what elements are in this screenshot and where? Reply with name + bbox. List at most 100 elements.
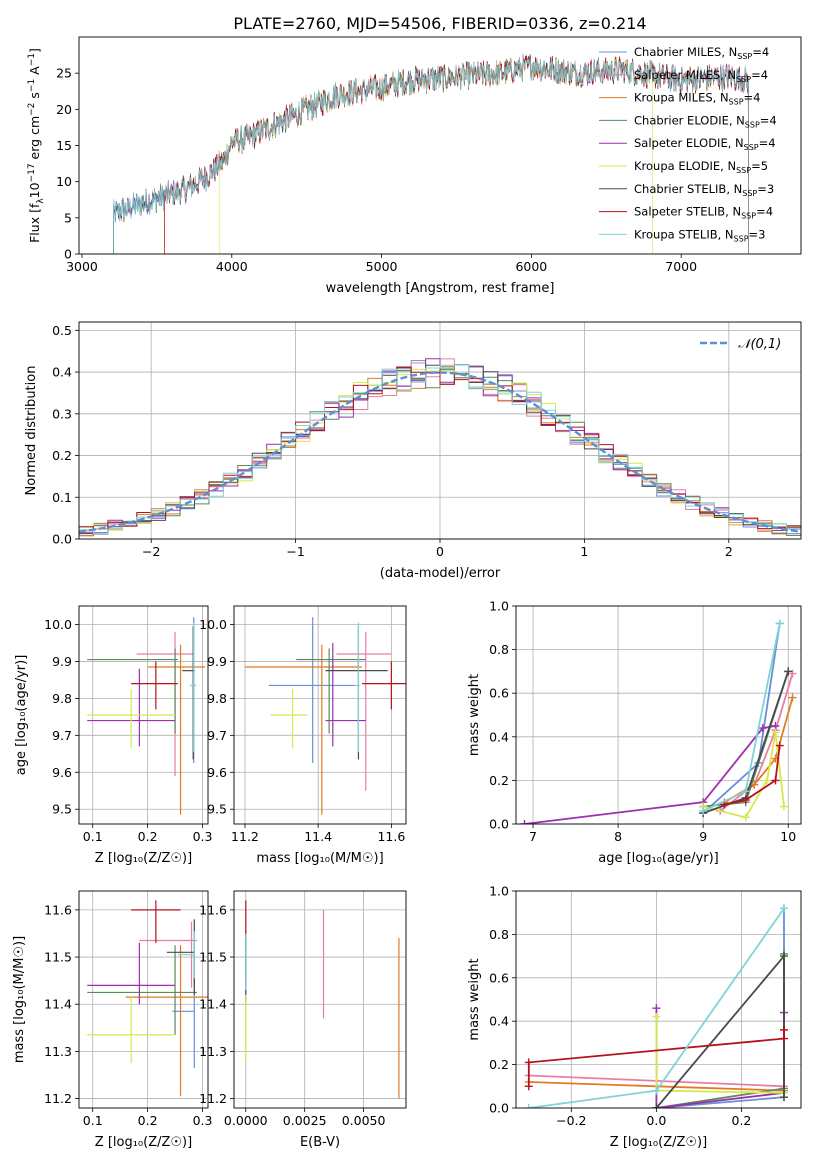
y-tick-label: 0.4: [52, 365, 72, 380]
legend-entry: Salpeter ELODIE, NSSP=4: [634, 136, 776, 152]
weight-marker: [699, 806, 708, 815]
x-tick-label: 0.0: [646, 1113, 666, 1128]
y-tick-label: 10.0: [44, 617, 72, 632]
weight-marker: [788, 669, 797, 678]
spectrum-legend: Chabrier MILES, NSSP=4 Salpeter MILES, NS…: [599, 45, 777, 243]
axes-frame: [78, 36, 802, 255]
weight-series-line: [724, 745, 781, 806]
weight-marker: [784, 667, 793, 676]
x-tick-label: 0.2: [138, 1113, 158, 1128]
y-axis-label: Flux [fλ10−17 erg cm−2 s−1 A−1]: [27, 48, 46, 243]
x-tick-label: 0: [436, 544, 444, 559]
x-axis-label: Z [log₁₀(Z/Z☉)]: [95, 851, 192, 866]
x-axis-label: mass [log₁₀(M/M☉)]: [256, 851, 383, 866]
weight-marker: [524, 1104, 533, 1108]
weight-marker: [758, 724, 767, 733]
x-axis-label: age [log₁₀(age/yr)]: [598, 851, 719, 866]
weight-marker: [779, 904, 788, 913]
chart-panels: 3000 4000 5000 6000 70000510152025wavelength…: [12, 36, 802, 1150]
y-tick-label: 15: [56, 138, 72, 153]
y-tick-label: 11.2: [44, 1091, 72, 1106]
y-tick-label: 11.6: [199, 902, 227, 917]
x-tick-label: 11.2: [231, 829, 259, 844]
x-axis-label: E(B-V): [300, 1135, 340, 1150]
x-tick-label: 0.0025: [283, 1113, 327, 1128]
x-tick-label: 9: [699, 829, 707, 844]
axes-frame: [515, 605, 802, 825]
x-tick-label: 2: [725, 544, 733, 559]
y-tick-label: 9.8: [207, 691, 227, 706]
y-axis-label: age [log₁₀(age/yr)]: [14, 655, 29, 776]
legend-entry: Salpeter STELIB, NSSP=4: [634, 205, 773, 221]
weight-marker: [771, 776, 780, 785]
x-tick-label: 4000: [216, 259, 248, 274]
y-tick-label: 0.2: [52, 448, 72, 463]
y-tick-label: 25: [56, 66, 72, 81]
y-tick-label: 0.2: [489, 773, 509, 788]
weight-marker: [779, 1093, 788, 1102]
y-tick-label: 0.4: [489, 1014, 509, 1029]
x-tick-label: 0.2: [138, 829, 158, 844]
plot-area: [244, 617, 406, 815]
y-tick-label: 11.3: [199, 1044, 227, 1059]
plot-area: [520, 619, 797, 824]
y-tick-label: 0.2: [489, 1057, 509, 1072]
legend-entry: Kroupa MILES, NSSP=4: [634, 91, 760, 107]
x-tick-label: 10: [780, 829, 796, 844]
axes-frame: [78, 321, 802, 540]
x-axis-label: Z [log₁₀(Z/Z☉)]: [95, 1135, 192, 1150]
y-tick-label: 11.5: [199, 950, 227, 965]
weight-marker: [779, 1025, 788, 1034]
y-tick-label: 11.4: [199, 997, 227, 1012]
x-axis-label: (data-model)/error: [380, 566, 501, 581]
x-tick-label: 0.1: [83, 829, 103, 844]
y-tick-label: 0.3: [52, 406, 72, 421]
y-tick-label: 0.4: [489, 729, 509, 744]
x-tick-label: 0.0050: [342, 1113, 386, 1128]
weight-marker: [788, 693, 797, 702]
y-tick-label: 11.2: [199, 1091, 227, 1106]
legend-entry: Chabrier STELIB, NSSP=3: [634, 182, 774, 198]
y-tick-label: 1.0: [489, 884, 509, 899]
figure-title: PLATE=2760, MJD=54506, FIBERID=0336, z=0…: [233, 14, 646, 33]
x-tick-label: 7: [529, 829, 537, 844]
x-axis-label: wavelength [Angstrom, rest frame]: [326, 281, 555, 296]
y-tick-label: 0.6: [489, 686, 509, 701]
axes-frame: [78, 605, 209, 825]
y-tick-label: 0.5: [52, 323, 72, 338]
axes-frame: [233, 890, 407, 1109]
y-tick-label: 9.7: [207, 728, 227, 743]
plot-area: [79, 358, 801, 538]
x-tick-label: −0.2: [556, 1113, 586, 1128]
panel-weight_vs_age: 7 8 9 10 0.0 0.2 0.4 0.6 0.8 1.0 age [log₁₀(age/yr…: [467, 599, 802, 866]
plot-area: [87, 617, 206, 815]
y-tick-label: 11.5: [44, 950, 72, 965]
y-axis-label: mass weight: [467, 674, 482, 756]
y-tick-label: 0.8: [489, 927, 509, 942]
weight-series-line: [719, 673, 794, 812]
weight-marker: [779, 952, 788, 961]
x-tick-label: 7000: [665, 259, 697, 274]
weight-marker: [652, 1104, 661, 1108]
axes-frame: [233, 605, 407, 825]
weight-marker: [779, 1034, 788, 1043]
y-tick-label: 20: [56, 102, 72, 117]
spectrum-series-line: [113, 53, 749, 254]
legend-entry: Chabrier ELODIE, NSSP=4: [634, 113, 777, 129]
plot-area: [245, 900, 400, 1099]
weight-marker: [775, 741, 784, 750]
legend-entry: Chabrier MILES, NSSP=4: [634, 45, 769, 61]
axes-frame: [515, 890, 802, 1109]
plot-area: [113, 53, 749, 254]
weight-marker: [741, 796, 750, 805]
y-tick-label: 9.9: [207, 654, 227, 669]
y-tick-label: 10: [56, 174, 72, 189]
x-tick-label: 0.2: [732, 1113, 752, 1128]
y-axis-label: mass weight: [467, 958, 482, 1040]
panel-residual_histogram: −2 −1 0 1 2 0.0 0.1 0.2 0.3 0.4 0.5 (data-model)/er…: [24, 321, 802, 581]
x-tick-label: 8: [614, 829, 622, 844]
y-tick-label: 0.0: [489, 1101, 509, 1116]
weight-marker: [652, 1012, 661, 1021]
y-tick-label: 11.3: [44, 1044, 72, 1059]
